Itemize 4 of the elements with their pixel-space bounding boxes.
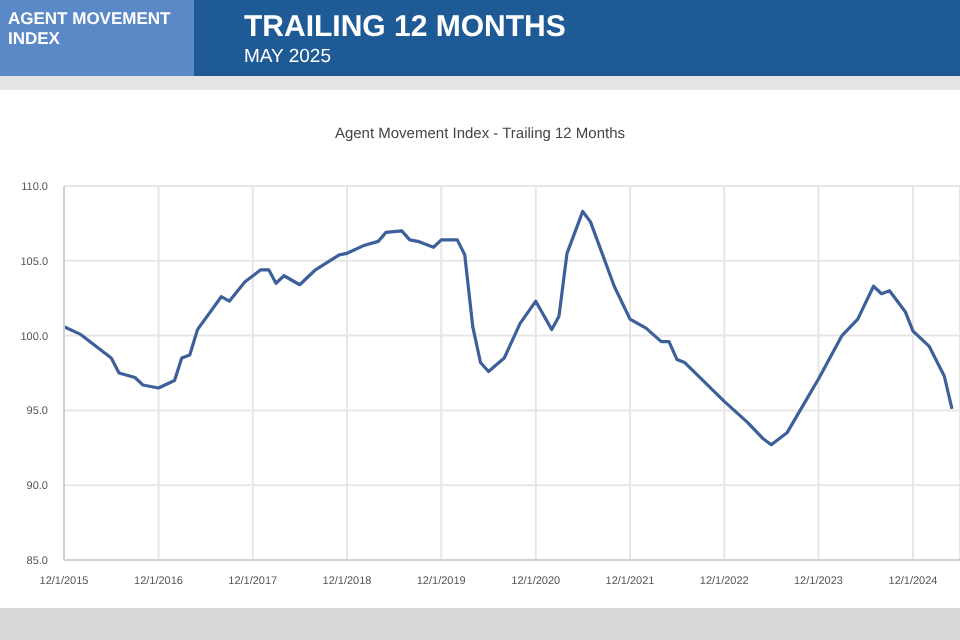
line-series bbox=[64, 209, 954, 447]
text: AGENT MOVEMENT INDEX bbox=[8, 8, 173, 48]
text: MAY 2025 bbox=[244, 46, 331, 68]
chart-subtitle: TRAILING 12 MONTHS bbox=[244, 10, 566, 44]
